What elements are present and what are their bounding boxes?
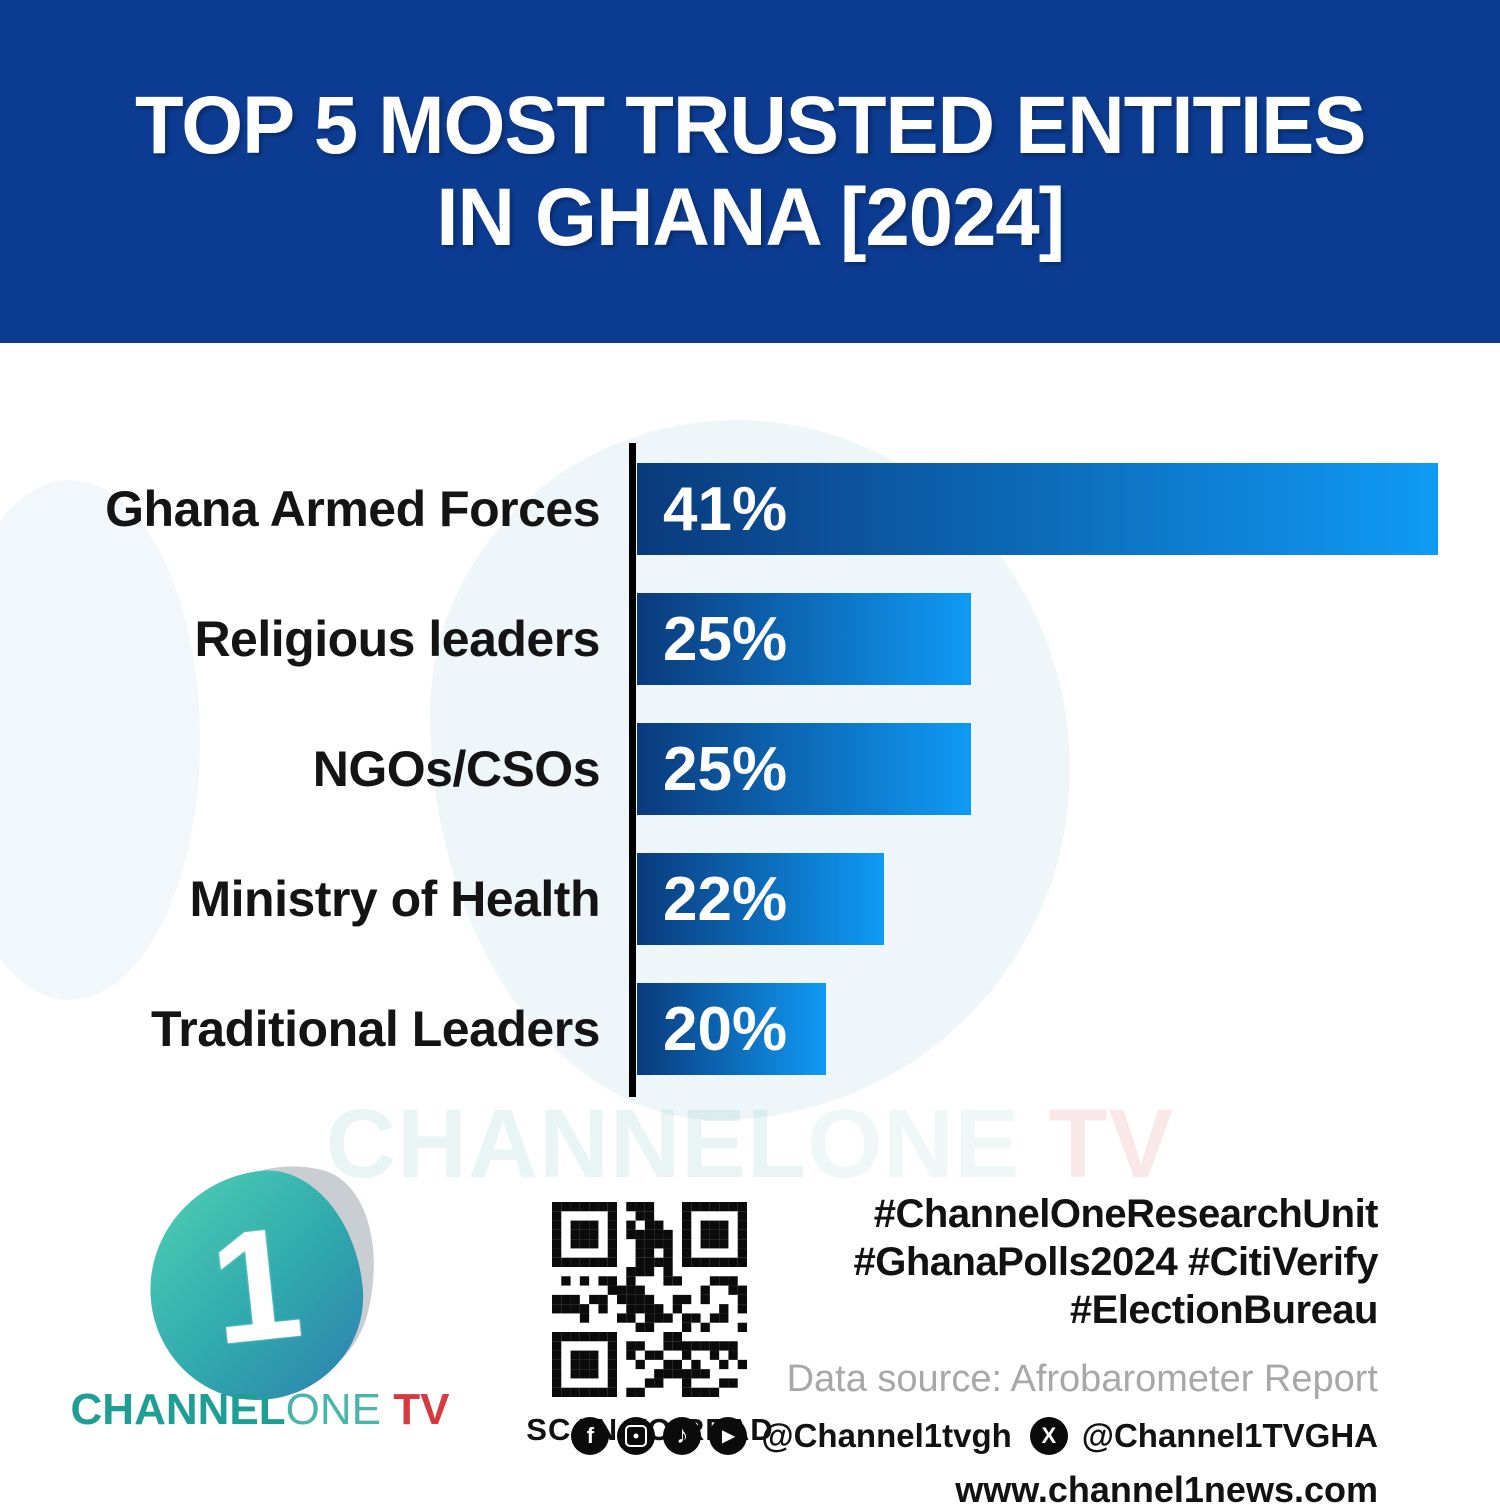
bar-label: Ghana Armed Forces — [105, 481, 600, 537]
social-row: f ♪ ▶ @Channel1tvgh X @Channel1TVGHA — [571, 1417, 1378, 1455]
watermark-one: ONE — [807, 1089, 1021, 1198]
bar-value-label: 22% — [663, 864, 788, 934]
background-blob-watermark — [0, 480, 200, 1000]
bar-value-label: 25% — [663, 604, 788, 674]
wordmark-one: ONE — [285, 1385, 381, 1434]
channelone-text-watermark: CHANNELONE TV — [0, 1088, 1500, 1200]
facebook-icon[interactable]: f — [571, 1417, 610, 1455]
data-source-text: Data source: Afrobarometer Report — [786, 1358, 1378, 1400]
bar: 20% — [637, 983, 826, 1075]
bar-label: Ministry of Health — [189, 871, 601, 927]
qr-code — [552, 1202, 747, 1397]
bar-value-label: 20% — [663, 994, 788, 1064]
bar-value-label: 41% — [663, 474, 788, 544]
bar-label: Traditional Leaders — [151, 1001, 600, 1057]
social-handle-2[interactable]: @Channel1TVGHA — [1081, 1417, 1378, 1454]
page-title: TOP 5 MOST TRUSTED ENTITIES IN GHANA [20… — [134, 79, 1366, 264]
chart-row: NGOs/CSOs 25% — [0, 723, 1500, 815]
title-line-1: TOP 5 MOST TRUSTED ENTITIES — [134, 79, 1366, 171]
chart-row: Traditional Leaders 20% — [0, 983, 1500, 1075]
bar-value-label: 25% — [663, 734, 788, 804]
instagram-icon[interactable] — [617, 1417, 656, 1455]
chart-row: Religious leaders 25% — [0, 593, 1500, 685]
bar: 25% — [637, 723, 971, 815]
bar: 22% — [637, 853, 884, 945]
header-banner: TOP 5 MOST TRUSTED ENTITIES IN GHANA [20… — [0, 0, 1500, 343]
watermark-channel: CHANNEL — [325, 1089, 808, 1198]
youtube-icon[interactable]: ▶ — [709, 1417, 748, 1455]
logo-digit-one: 1 — [203, 1193, 309, 1379]
bar-label: NGOs/CSOs — [312, 741, 601, 797]
footer-right-block: #ChannelOneResearchUnit #GhanaPolls2024 … — [571, 1190, 1378, 1511]
chart-row: Ministry of Health 22% — [0, 853, 1500, 945]
x-icon[interactable]: X — [1029, 1417, 1068, 1455]
title-line-2: IN GHANA [2024] — [436, 171, 1065, 263]
bar: 41% — [637, 463, 1438, 555]
bar-chart: Ghana Armed Forces 41% Religious leaders 25… — [0, 463, 1500, 1113]
watermark-tv: TV — [1020, 1089, 1175, 1198]
website-url: www.channel1news.com — [955, 1469, 1378, 1510]
social-handle-1[interactable]: @Channel1tvgh — [761, 1417, 1012, 1454]
hashtag-line-2: #GhanaPolls2024 #CitiVerify — [853, 1240, 1378, 1284]
chart-axis-line — [629, 443, 636, 1097]
tiktok-icon[interactable]: ♪ — [663, 1417, 702, 1455]
channelone-wordmark: CHANNELONE TV — [0, 1385, 520, 1435]
hashtag-line-1: #ChannelOneResearchUnit — [873, 1192, 1379, 1236]
wordmark-channel: CHANNEL — [70, 1385, 286, 1434]
hashtag-line-3: #ElectionBureau — [1069, 1288, 1379, 1332]
wordmark-tv: TV — [381, 1385, 450, 1434]
chart-row: Ghana Armed Forces 41% — [0, 463, 1500, 555]
bar-label: Religious leaders — [194, 611, 600, 667]
bar: 25% — [637, 593, 971, 685]
